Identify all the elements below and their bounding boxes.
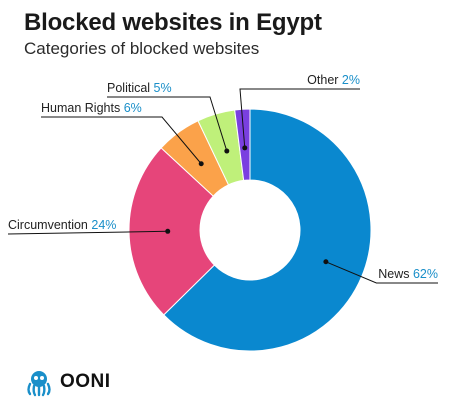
- chart-subtitle: Categories of blocked websites: [24, 39, 260, 58]
- slice-label-name: Human Rights: [41, 101, 124, 115]
- slice-label-percent: 2%: [342, 73, 360, 87]
- leader-line-circumvention: [7, 230, 168, 235]
- slice-label-name: Other: [307, 73, 342, 87]
- slice-label-name: News: [378, 267, 413, 281]
- slice-label-circumvention: Circumvention 24%: [8, 218, 116, 232]
- slice-label-percent: 5%: [154, 81, 172, 95]
- ooni-octopus-icon: [27, 371, 51, 397]
- slice-label-percent: 24%: [91, 218, 116, 232]
- leader-line-political: [107, 96, 228, 152]
- slice-label-news: News 62%: [378, 267, 438, 281]
- slice-label-percent: 6%: [124, 101, 142, 115]
- leader-line-other: [239, 88, 360, 148]
- slice-news: [163, 108, 372, 352]
- chart-title: Blocked websites in Egypt: [24, 9, 322, 36]
- ooni-logo: OONI: [24, 367, 111, 397]
- slice-label-percent: 62%: [413, 267, 438, 281]
- slice-label-other: Other 2%: [307, 73, 360, 87]
- slice-label-political: Political 5%: [107, 81, 172, 95]
- leader-line-news: [325, 261, 438, 284]
- slice-other: [234, 108, 251, 181]
- leader-line-human-rights: [41, 116, 202, 165]
- label-leader-lines: [7, 88, 438, 284]
- slice-circumvention: [128, 147, 216, 316]
- slice-label-name: Political: [107, 81, 154, 95]
- slice-labels: News 62% Circumvention 24% Human Rights 6%…: [8, 73, 438, 281]
- slice-label-human-rights: Human Rights 6%: [41, 101, 142, 115]
- slice-label-name: Circumvention: [8, 218, 91, 232]
- ooni-logo-text: OONI: [60, 371, 111, 392]
- donut-slices: [128, 108, 372, 352]
